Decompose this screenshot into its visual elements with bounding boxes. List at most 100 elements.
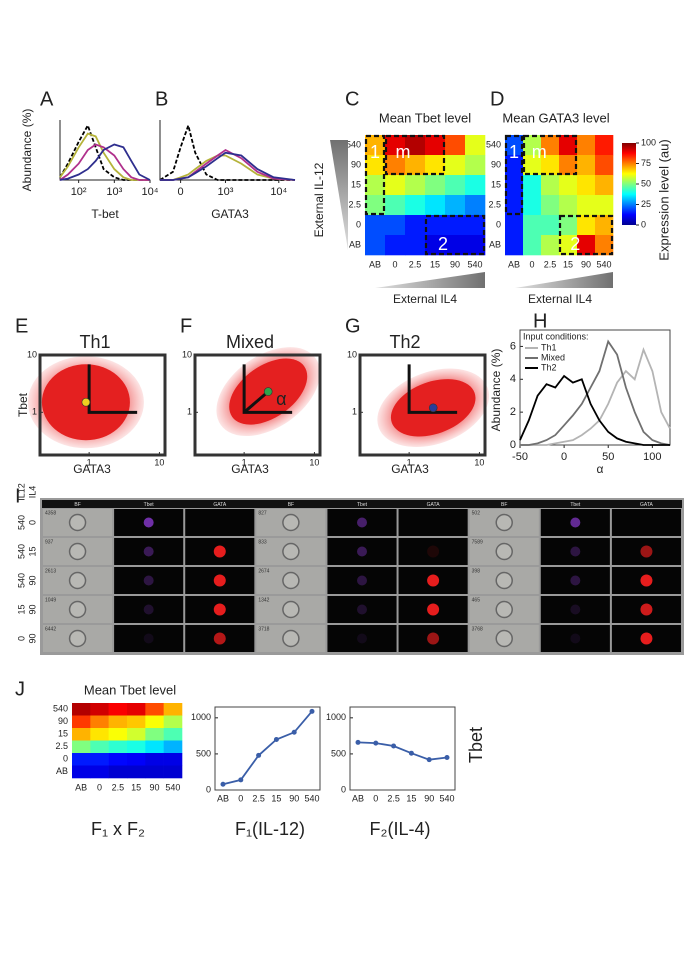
tbet-signal: [143, 546, 154, 557]
heat-cell: [405, 195, 426, 216]
chart-title: Mixed: [226, 332, 274, 352]
gata-cell: [398, 538, 468, 565]
reference-axes: [242, 364, 293, 414]
gata-signal: [427, 574, 440, 587]
colorbar-tick-label: 25: [641, 199, 651, 209]
row-label: 2.5: [348, 199, 361, 209]
cell-id: 465: [472, 597, 481, 603]
heat-cell: [72, 715, 91, 729]
il12-gradient-triangle: [330, 140, 348, 250]
series-line: [357, 741, 448, 761]
gata-signal: [640, 632, 653, 645]
heat-cell: [559, 215, 578, 236]
tbet-signal: [570, 517, 581, 528]
heat-cell: [425, 235, 446, 256]
x-tick-label: 10⁴: [270, 186, 287, 198]
cell-id: 937: [45, 539, 54, 545]
heat-cell: [108, 740, 128, 754]
cell-outline: [495, 513, 513, 532]
y-tick-label: 10: [27, 349, 37, 359]
tbet-signal: [357, 633, 367, 644]
alpha-ray: [243, 390, 270, 414]
y-tick-label: 1: [352, 407, 357, 417]
y-tick-label: 1000: [191, 712, 211, 722]
panel-letter: B: [155, 88, 168, 110]
plot-frame: [519, 329, 671, 446]
il12-label: 0: [16, 636, 26, 641]
heat-cell: [90, 740, 109, 754]
column-label: 0: [529, 259, 534, 269]
column-label: 15: [430, 259, 440, 269]
cell-outline: [68, 571, 87, 590]
heat-cell: [425, 175, 446, 196]
colorbar-tick-label: 100: [641, 137, 656, 147]
heat-cell: [425, 135, 446, 156]
heat-cell: [425, 195, 446, 216]
legend-title: Input conditions:: [523, 331, 589, 341]
column-label: 540: [467, 259, 482, 269]
heat-cell: [365, 235, 386, 256]
il12-label: 540: [16, 573, 26, 588]
cell-id: 827: [258, 510, 267, 516]
tbet-signal: [357, 517, 367, 528]
x-tick-label: 540: [439, 793, 454, 803]
x-tick-label: 2.5: [252, 793, 265, 803]
column-label: 2.5: [112, 782, 125, 792]
tbet-cell: [540, 567, 610, 594]
heat-cell: [127, 765, 146, 779]
heat-cell: [145, 728, 164, 741]
panel-letter: D: [490, 88, 504, 110]
x-tick-label: 10²: [71, 186, 87, 198]
mean-marker: [263, 387, 273, 396]
heat-cell: [72, 753, 91, 766]
series-line: [160, 151, 296, 181]
row-label: 540: [346, 139, 361, 149]
colorbar: [622, 143, 636, 225]
cell-outline: [282, 629, 300, 648]
cell-id: 1049: [45, 597, 56, 603]
series-line: [520, 339, 671, 446]
heat-cell: [559, 155, 578, 176]
row-label: 540: [486, 139, 501, 149]
gata-cell: [611, 509, 681, 536]
x-axis-label: GATA3: [211, 207, 249, 221]
heat-cell: [465, 235, 486, 256]
x-axis-label: External IL4: [528, 292, 592, 306]
row-label: 15: [58, 729, 68, 739]
heat-cell: [365, 195, 386, 216]
heat-cell: [108, 715, 128, 729]
point: [355, 739, 361, 745]
heat-cell: [523, 135, 542, 156]
y-tick-label: 2: [510, 406, 516, 418]
region-label: m: [532, 142, 547, 162]
alpha-label: α: [276, 389, 286, 409]
colorbar-tick-label: 75: [641, 158, 651, 168]
point: [256, 752, 262, 758]
row-label: 2.5: [488, 199, 501, 209]
tbet-cell: [327, 567, 397, 594]
tbet-signal: [357, 604, 367, 615]
tbet-cell: [114, 567, 184, 594]
heat-cell: [559, 135, 578, 156]
region-box: [504, 134, 524, 216]
il4-label: 90: [27, 604, 37, 614]
y-tick-label: 0: [510, 439, 516, 451]
heat-cell: [523, 215, 542, 236]
column-label: 540: [596, 259, 611, 269]
series-line: [222, 710, 313, 786]
row-label: 0: [63, 754, 68, 764]
heat-cell: [365, 155, 386, 176]
heat-cell: [385, 135, 406, 156]
gata-signal: [427, 632, 440, 645]
region-box: [522, 134, 578, 176]
y-tick-label: 1000: [326, 712, 346, 722]
caption: F₂(IL-4): [370, 819, 431, 839]
gata-signal: [213, 632, 226, 645]
point: [426, 757, 432, 763]
region-label: m: [396, 142, 411, 162]
heat-cell: [445, 175, 466, 196]
heat-cell: [385, 235, 406, 256]
heat-cell: [108, 753, 128, 766]
row-label: AB: [349, 239, 361, 249]
x-tick-label: 1: [242, 457, 247, 467]
